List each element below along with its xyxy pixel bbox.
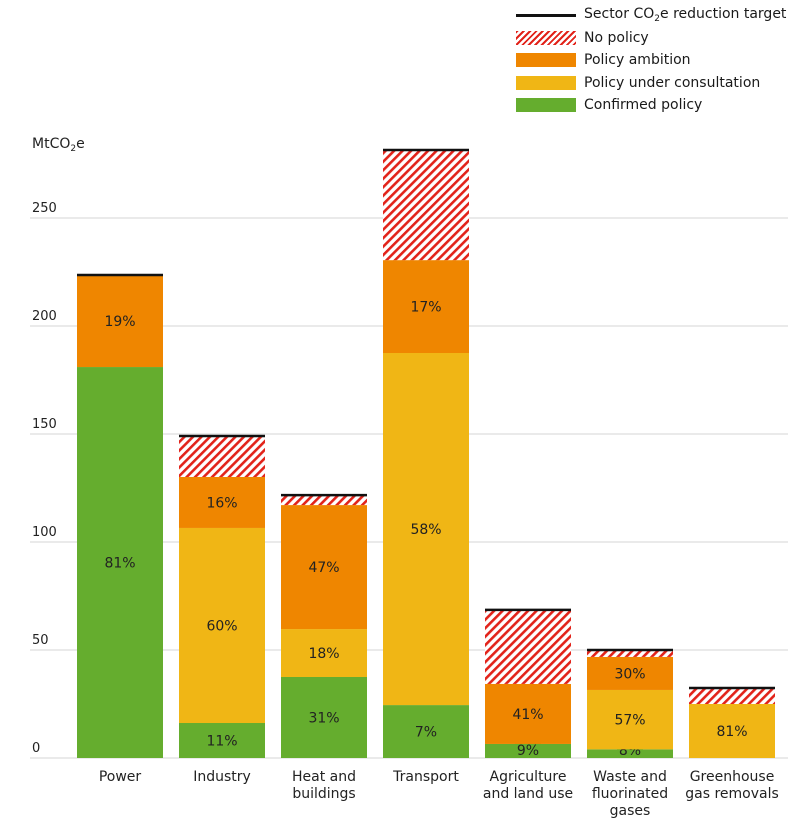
- legend-label-no-policy: No policy: [584, 29, 649, 46]
- bar-segment-confirmed: [179, 723, 265, 758]
- bar-segment-consultation: [689, 704, 775, 758]
- bar-group: 11% 60% 16%: [179, 434, 265, 758]
- data-label: 30%: [614, 666, 645, 682]
- data-label: 19%: [104, 314, 135, 330]
- x-tick-label: Waste and: [593, 769, 667, 785]
- x-tick-label: Heat and: [292, 769, 356, 785]
- bar-group: 81% 19%: [77, 273, 163, 758]
- legend-item-no-policy: No policy: [516, 27, 786, 50]
- x-tick-label: gases: [610, 803, 651, 819]
- data-label: 41%: [512, 707, 543, 723]
- data-label: 81%: [104, 556, 135, 572]
- bar-segment-ambition: [587, 656, 673, 690]
- data-label: 57%: [614, 713, 645, 729]
- data-label: 60%: [206, 618, 237, 634]
- policy-ambition-swatch: [516, 53, 576, 68]
- x-tick-label: Power: [99, 769, 142, 785]
- bar-group: 7% 58% 17%: [383, 148, 469, 758]
- legend-label-target: Sector CO2e reduction target: [584, 6, 787, 25]
- bar-segment-confirmed: [383, 705, 469, 758]
- bar-segment-ambition: [281, 505, 367, 630]
- data-label: 11%: [206, 734, 237, 750]
- legend-label-confirmed-policy: Confirmed policy: [584, 97, 703, 114]
- y-tick-label: 0: [32, 741, 40, 756]
- x-tick-label: Greenhouse: [690, 769, 775, 785]
- data-label: 17%: [410, 300, 441, 316]
- data-label: 18%: [308, 646, 339, 662]
- policy-consultation-swatch: [516, 75, 576, 90]
- data-label: 81%: [716, 724, 747, 740]
- chart-legend: Sector CO2e reduction target No policy P…: [516, 4, 786, 117]
- y-tick-label: 100: [32, 525, 57, 540]
- bar-segment-nopolicy: [383, 149, 469, 261]
- data-label: 16%: [206, 495, 237, 511]
- data-label: 58%: [410, 522, 441, 538]
- legend-label-policy-ambition: Policy ambition: [584, 52, 691, 69]
- y-tick-label: 250: [32, 201, 57, 216]
- legend-item-policy-consultation: Policy under consultation: [516, 72, 786, 95]
- bar-segment-ambition: [485, 683, 571, 744]
- bar-segment-consultation: [281, 629, 367, 677]
- data-label: 7%: [415, 725, 437, 741]
- x-tick-label: gas removals: [685, 786, 779, 802]
- data-label: 47%: [308, 560, 339, 576]
- legend-item-target: Sector CO2e reduction target: [516, 4, 786, 27]
- bar-segment-confirmed: [77, 367, 163, 758]
- target-line-swatch: [516, 13, 576, 17]
- bar-segment-consultation: [179, 527, 265, 724]
- x-tick-label: fluorinated: [592, 786, 668, 802]
- bars: 81%19%11%60%16%31%18%47%7%58%17%9%41%8%5…: [77, 148, 775, 759]
- bar-segment-nopolicy: [485, 609, 571, 684]
- bar-segment-consultation: [383, 353, 469, 706]
- x-tick-label: Industry: [193, 769, 251, 785]
- no-policy-swatch: [516, 30, 576, 45]
- y-axis-label: MtCO2e: [32, 136, 85, 154]
- x-tick-label: Agriculture: [490, 769, 567, 785]
- legend-item-policy-ambition: Policy ambition: [516, 49, 786, 72]
- label-background: [515, 740, 541, 758]
- bar-segment-nopolicy: [179, 435, 265, 477]
- bar-group: 8%57%30%: [587, 648, 673, 759]
- bar-segment-ambition: [383, 260, 469, 353]
- y-tick-label: 200: [32, 309, 57, 324]
- bar-segment-nopolicy: [689, 688, 775, 704]
- bar-segment-consultation: [587, 689, 673, 750]
- x-tick-label: Transport: [392, 769, 459, 785]
- x-tick-label: buildings: [292, 786, 355, 802]
- y-tick-label: 50: [32, 633, 49, 648]
- y-tick-label: 150: [32, 417, 57, 432]
- bar-group: 81%: [689, 686, 775, 758]
- bar-group: 31% 18% 47%: [281, 493, 367, 758]
- bar-group: 9% 41%: [485, 608, 571, 759]
- bar-segment-nopolicy: [281, 495, 367, 506]
- legend-label-policy-consultation: Policy under consultation: [584, 74, 761, 91]
- x-tick-label: and land use: [483, 786, 573, 802]
- data-label: 31%: [308, 711, 339, 727]
- confirmed-policy-swatch: [516, 98, 576, 113]
- legend-item-confirmed-policy: Confirmed policy: [516, 94, 786, 117]
- bar-segment-ambition: [179, 476, 265, 528]
- bar-segment-ambition: [77, 275, 163, 368]
- bar-segment-confirmed: [281, 677, 367, 758]
- bar-segment-nopolicy: [587, 650, 673, 657]
- data-label: 9%: [517, 743, 539, 759]
